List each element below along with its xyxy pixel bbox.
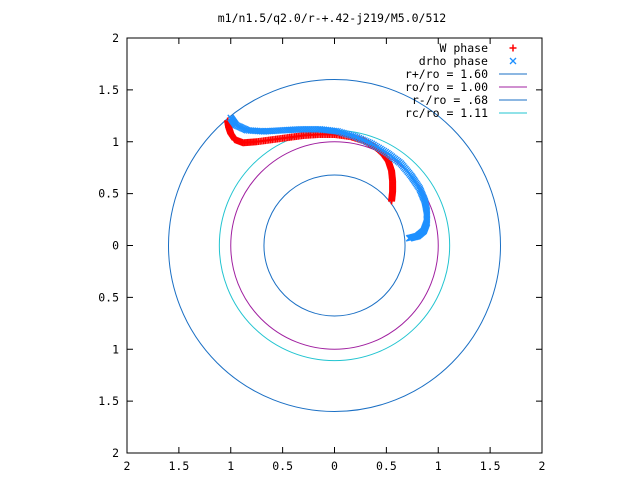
drho-phase-marker <box>357 135 365 143</box>
x-tick-label: 1 <box>227 459 234 473</box>
drho-phase-marker <box>362 137 370 145</box>
legend-label: r+/ro = 1.60 <box>405 67 488 81</box>
y-tick-label: 0 <box>112 239 119 253</box>
x-tick-label: 0.5 <box>272 459 293 473</box>
chart-title: m1/n1.5/q2.0/r-+.42-j219/M5.0/512 <box>218 11 446 25</box>
data-markers <box>224 114 431 242</box>
drho-phase-marker <box>361 137 368 145</box>
drho-phase-marker <box>227 114 235 122</box>
drho-phase-marker <box>351 133 359 141</box>
drho-phase-marker <box>341 130 349 138</box>
axis-ticks: 2 1.5 1 0.5 0 0.5 1 1.5 221.510.500.511.52 <box>98 31 545 473</box>
legend-marker <box>509 57 517 65</box>
drho-phase-marker <box>349 132 357 140</box>
drho-phase-marker <box>366 139 374 147</box>
x-tick-label: 2 <box>539 459 546 473</box>
drho-phase-marker <box>340 129 347 137</box>
y-tick-label: 0.5 <box>98 290 119 304</box>
y-tick-label: 1 <box>112 135 119 149</box>
drho-phase-marker <box>347 131 355 139</box>
x-tick-label: 1.5 <box>168 459 189 473</box>
y-tick-label: 1.5 <box>98 394 119 408</box>
y-tick-label: 1.5 <box>98 83 119 97</box>
x-tick-label: 1.5 <box>480 459 501 473</box>
legend-label: W phase <box>440 41 489 55</box>
legend-label: rc/ro = 1.11 <box>405 106 488 120</box>
y-tick-label: 2 <box>112 446 119 460</box>
y-tick-label: 2 <box>112 31 119 45</box>
radius-circle-4 <box>218 129 451 362</box>
legend-label: drho phase <box>419 54 488 68</box>
drho-phase-marker <box>353 133 361 141</box>
x-tick-label: 0.5 <box>376 459 397 473</box>
drho-phase-marker <box>345 131 353 139</box>
radius-circle-2 <box>230 141 439 350</box>
drho-phase-marker <box>338 129 345 136</box>
drho-phase-marker <box>343 130 351 138</box>
drho-phase-marker <box>368 140 376 148</box>
y-tick-label: 0.5 <box>98 187 119 201</box>
radius-circle-3 <box>263 174 406 317</box>
radius-circle-1 <box>168 79 501 412</box>
drho-phase-marker <box>364 138 372 146</box>
drho-phase-marker <box>355 134 363 142</box>
x-tick-label: 0 <box>331 459 338 473</box>
legend-label: r-/ro = .68 <box>412 93 488 107</box>
x-tick-label: 2 <box>124 459 131 473</box>
drho-phase-marker <box>359 136 367 144</box>
legend-marker <box>509 44 517 52</box>
y-tick-label: 1 <box>112 342 119 356</box>
legend-label: ro/ro = 1.00 <box>405 80 488 94</box>
x-tick-label: 1 <box>435 459 442 473</box>
